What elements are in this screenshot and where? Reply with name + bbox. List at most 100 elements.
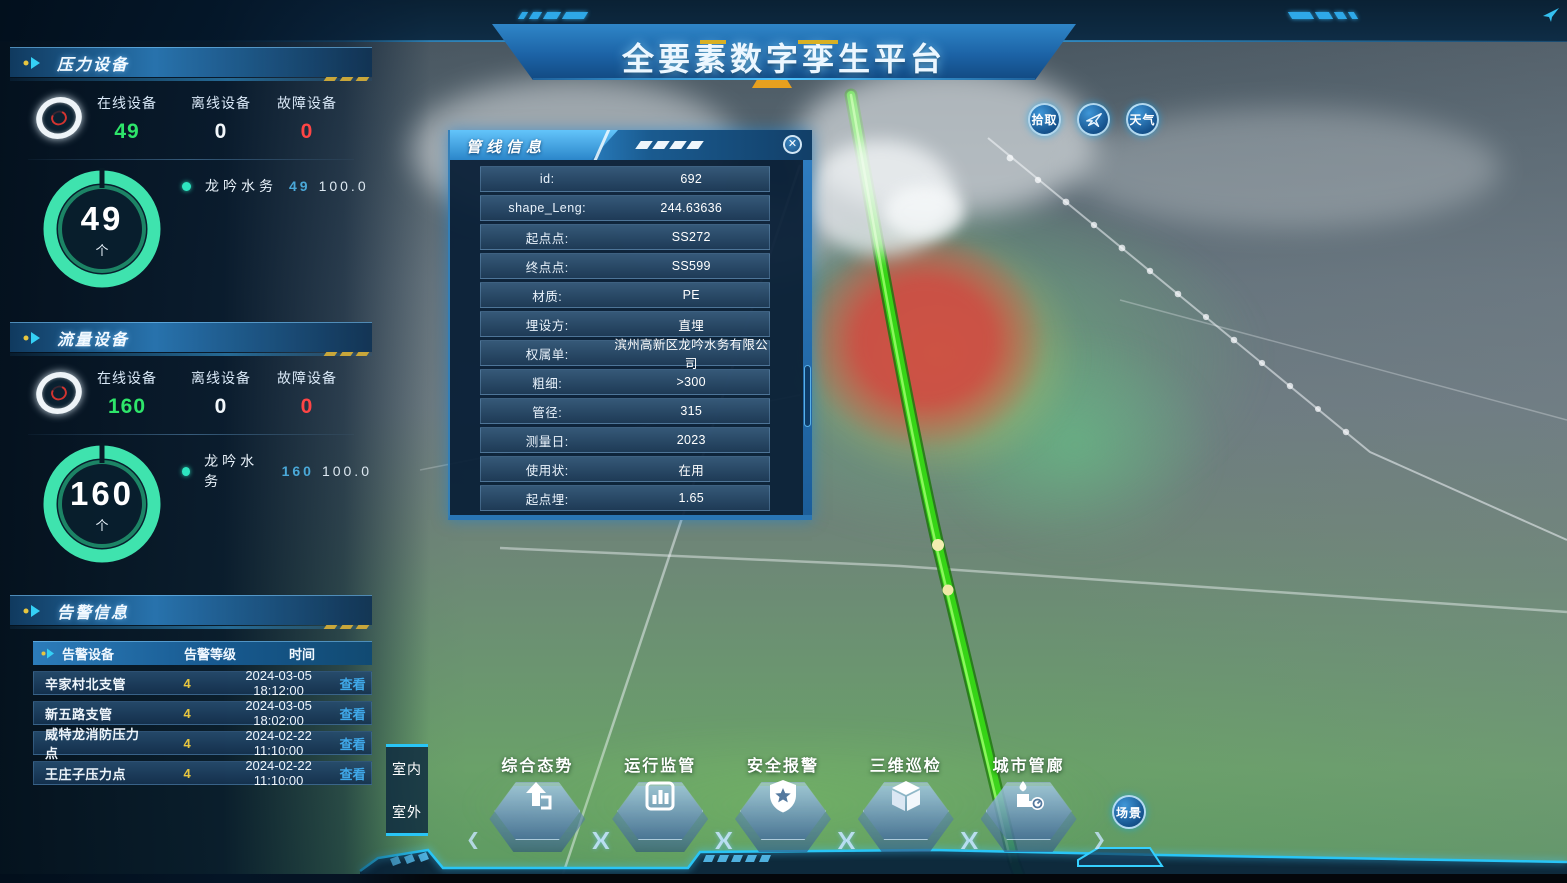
page-title: 全要素数字孪生平台 (621, 41, 946, 77)
legend-name: 龙吟水务 (205, 178, 277, 194)
panel-arrow-icon (23, 331, 40, 344)
field-label: 起点点: (525, 231, 569, 246)
field-value: 1.65 (678, 491, 704, 505)
nav-item-city-pipe-gallery[interactable]: 城市管廊 (967, 752, 1090, 864)
modal-scrollbar[interactable] (803, 160, 812, 515)
field-value: 2023 (676, 433, 706, 447)
flow-gauge-area: 160 个 龙吟水务 160 100.0 (10, 435, 372, 585)
pressure-stats: 在线设备 49 离线设备 0 故障设备 0 (10, 90, 372, 149)
view-link[interactable]: 查看 (339, 766, 366, 782)
scene-button[interactable]: 场景 (1112, 795, 1146, 829)
col-header-device: 告警设备 (62, 647, 115, 662)
alarm-row: 辛家村北支管 4 2024-03-05 18:12:00 查看 (33, 668, 372, 698)
bottom-nav: 综合态势 ❯ ❮ 运行监管 ❯ ❮ 安全报警 (476, 752, 1090, 864)
modal-field-row: 管径: 315 (480, 398, 770, 424)
panel-flow-header: 流量设备 (10, 322, 372, 352)
field-label: 材质: (532, 289, 563, 304)
field-label: 埋设方: (525, 318, 569, 333)
nav-item-operation-monitor[interactable]: 运行监管 (599, 752, 722, 864)
modal-body: id: 692 shape_Leng: 244.63636 起点点: SS272 终点… (480, 166, 770, 514)
divider (28, 159, 354, 160)
nav-edge-chevron: ❮ (466, 830, 481, 849)
stat-value: 0 (214, 120, 228, 143)
pick-button[interactable]: 拾取 (1028, 103, 1061, 136)
stat-fault: 故障设备 0 (262, 368, 352, 419)
nav-item-safety-alarm[interactable]: 安全报警 (722, 752, 845, 864)
gauge-value: 49 (80, 199, 124, 237)
stat-online: 在线设备 49 (82, 93, 172, 144)
view-link[interactable]: 查看 (339, 706, 366, 722)
modal-titlebar: 管线信息 ✕ (450, 130, 812, 160)
pipeline-node[interactable] (932, 539, 944, 551)
fly-mode-button[interactable] (1077, 103, 1110, 136)
plane-icon (1085, 112, 1102, 127)
nav-edge-chevron: ❯ (1092, 830, 1107, 849)
modal-scrollbar-thumb[interactable] (804, 365, 811, 427)
panel-pressure-header: 压力设备 (10, 47, 372, 77)
stat-value: 160 (107, 395, 147, 418)
alarm-table: 告警设备 告警等级 时间 辛家村北支管 4 2024-03-05 18:12:0… (33, 641, 372, 788)
nav-label: 安全报警 (746, 758, 819, 775)
col-header-time: 时间 (288, 647, 315, 662)
modal-field-row: 终点点: SS599 (480, 253, 770, 279)
header-yellow-dashes (323, 352, 370, 356)
field-label: 粗细: (532, 376, 563, 391)
modal-field-row: 材质: PE (480, 282, 770, 308)
field-label: 测量日: (525, 434, 569, 449)
stat-label: 故障设备 (277, 370, 337, 386)
nav-label: 综合态势 (501, 758, 574, 775)
alarm-row: 王庄子压力点 4 2024-02-22 11:10:00 查看 (33, 758, 372, 788)
panel-pressure-devices: 压力设备 在线设备 49 离线设备 0 故障设备 0 (10, 47, 372, 310)
stat-offline: 离线设备 0 (176, 93, 266, 144)
panel-arrow-icon (23, 56, 40, 69)
field-label: id: (539, 172, 555, 186)
modal-field-row: 使用状: 在用 (480, 456, 770, 482)
field-label: 使用状: (525, 463, 569, 478)
indoor-button[interactable]: 室内 (392, 760, 422, 777)
field-value: SS272 (671, 230, 711, 244)
alarm-device: 威特龙消防压力点 (45, 727, 140, 761)
legend-dot (182, 466, 191, 476)
gauge-unit: 个 (95, 517, 109, 533)
nav-label: 三维巡检 (869, 758, 942, 775)
panel-title: 流量设备 (57, 331, 130, 349)
bar-chart-icon (645, 781, 675, 811)
alarm-level: 4 (183, 765, 191, 781)
alarm-row: 威特龙消防压力点 4 2024-02-22 11:10:00 查看 (33, 727, 372, 761)
flow-stats: 在线设备 160 离线设备 0 故障设备 0 (10, 365, 372, 424)
header-yellow-dashes (323, 625, 370, 629)
panel-alarm-info: 告警信息 告警设备 告警等级 时间 辛家村北支管 4 2024-03-05 18… (10, 595, 372, 788)
col-header-level: 告警等级 (183, 647, 236, 662)
banner-orange-tab (752, 80, 792, 88)
outdoor-button[interactable]: 室外 (392, 803, 422, 820)
field-value: 244.63636 (660, 201, 723, 215)
nav-item-overview[interactable]: 综合态势 (476, 752, 599, 864)
stat-label: 在线设备 (97, 95, 157, 111)
field-value: 滨州高新区龙吟水务有限公司 (614, 338, 769, 371)
alarm-level: 4 (183, 675, 191, 691)
view-toggle: 室内 室外 (386, 744, 428, 836)
view-link[interactable]: 查看 (339, 736, 366, 752)
pipeline-node[interactable] (942, 584, 954, 596)
flow-legend: 龙吟水务 160 100.0 (182, 451, 372, 491)
pipeline-info-modal: 管线信息 ✕ id: 692 shape_Leng: 244.63636 起点点: S… (448, 130, 812, 520)
gauge-value: 160 (69, 474, 135, 512)
fog-cloud (884, 186, 964, 238)
legend-percent: 100.0 (321, 463, 372, 479)
nav-item-3d-inspection[interactable]: 三维巡检 (844, 752, 967, 864)
header-yellow-dashes (323, 77, 370, 81)
close-icon[interactable]: ✕ (783, 135, 802, 154)
nav-label: 城市管廊 (992, 758, 1065, 775)
pressure-gauge-area: 49 个 龙吟水务 49 100.0 (10, 160, 372, 310)
stat-label: 故障设备 (277, 95, 337, 111)
field-value: SS599 (671, 259, 711, 273)
pipe-gauge-icon (1016, 781, 1044, 810)
table-arrow-icon (41, 648, 54, 659)
view-link[interactable]: 查看 (339, 676, 366, 692)
field-value: 在用 (678, 463, 705, 478)
weather-button[interactable]: 天气 (1126, 103, 1159, 136)
alarm-time: 2024-03-05 18:12:00 (245, 668, 312, 698)
field-value: 315 (680, 404, 703, 418)
plane-corner-icon[interactable] (1541, 4, 1561, 24)
gauge-unit: 个 (95, 242, 109, 258)
